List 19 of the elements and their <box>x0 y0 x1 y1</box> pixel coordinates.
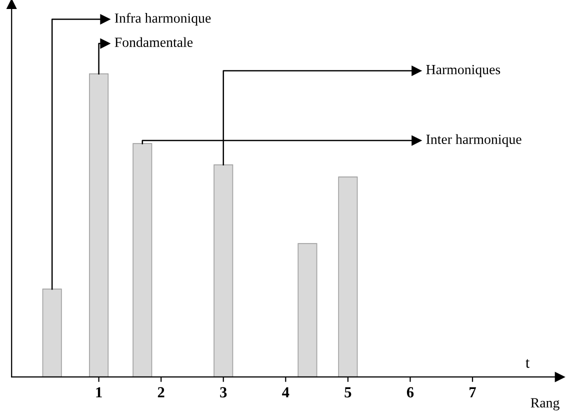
bar <box>338 176 358 377</box>
x-tick-label: 3 <box>220 387 227 398</box>
x-tick-label: 2 <box>158 387 164 398</box>
x-axis-title: Rang <box>530 398 560 410</box>
x-tick-label: 4 <box>282 387 290 398</box>
x-tick-label: 7 <box>470 387 476 398</box>
x-tick-label: 6 <box>406 387 414 398</box>
annotation: Infra harmonique <box>114 12 211 26</box>
annotation: t <box>526 359 530 368</box>
annotation: Harmoniques <box>426 64 500 78</box>
bar <box>132 143 152 377</box>
annotation: Inter harmonique <box>426 134 522 147</box>
x-tick-label: 1 <box>96 387 102 398</box>
bar <box>42 288 62 377</box>
bar <box>89 73 109 377</box>
bar <box>214 164 234 377</box>
x-tick-label: 5 <box>344 387 352 398</box>
bar <box>298 243 318 377</box>
annotation: Fondamentale <box>114 37 193 48</box>
